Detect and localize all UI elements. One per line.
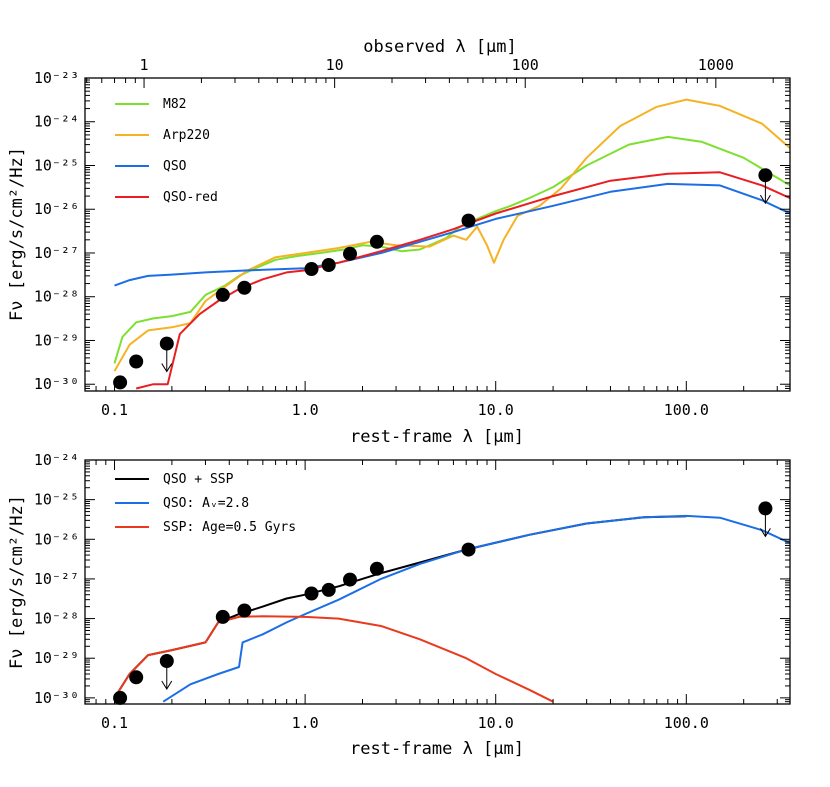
top-data-point bbox=[343, 246, 357, 261]
top-observed-tick-label: 1000 bbox=[698, 56, 734, 74]
top-upper-limit-arrow bbox=[161, 363, 173, 373]
bottom-data-point bbox=[321, 582, 336, 597]
top-data-point bbox=[113, 375, 128, 390]
bottom-xtick-label: 1.0 bbox=[292, 714, 319, 732]
top-ytick-label: 10⁻²⁹ bbox=[34, 331, 79, 349]
bottom-plot-frame bbox=[84, 459, 791, 705]
bottom-series-qso-a-2-8 bbox=[162, 514, 790, 703]
top-legend: M82 Arp220 QSO QSO-red bbox=[115, 97, 218, 205]
top-upper-limit-arrow bbox=[759, 194, 771, 205]
top-data-point bbox=[369, 234, 384, 249]
top-plot-frame bbox=[84, 77, 791, 392]
bottom-data-point bbox=[461, 542, 476, 557]
bottom-series-ssp-age-0-5-gyrs bbox=[113, 615, 554, 703]
bottom-ytick-label: 10⁻²⁷ bbox=[34, 570, 79, 588]
top-series-m82 bbox=[113, 135, 790, 364]
bottom-ytick-label: 10⁻²⁸ bbox=[34, 610, 79, 628]
top-series-qso-red bbox=[135, 171, 790, 390]
bottom-yaxis-label: Fν [erg/s/cm²/Hz] bbox=[7, 495, 27, 669]
top-curves bbox=[113, 98, 790, 390]
top-yaxis-label: Fν [erg/s/cm²/Hz] bbox=[7, 147, 27, 321]
top-data-point bbox=[237, 280, 252, 295]
top-xtick-label: 10.0 bbox=[478, 401, 514, 419]
top-panel: observed λ [μm] 0.1 1.0 10.0 100.0 1 10 100 100… bbox=[7, 37, 791, 447]
top-legend-label: QSO bbox=[163, 159, 187, 174]
bottom-data-point bbox=[369, 561, 384, 576]
bottom-data-point bbox=[129, 670, 144, 685]
top-observed-tick-label: 100 bbox=[512, 56, 539, 74]
top-observed-label: observed λ [μm] bbox=[363, 37, 517, 57]
bottom-legend-label: QSO + SSP bbox=[163, 472, 234, 487]
top-legend-label: M82 bbox=[163, 97, 186, 112]
top-photometry bbox=[113, 168, 773, 390]
bottom-legend: QSO + SSP QSO: Aᵥ=2.8 SSP: Age=0.5 Gyrs bbox=[115, 472, 296, 535]
top-ytick-label: 10⁻³⁰ bbox=[34, 375, 79, 393]
top-ytick-label: 10⁻²⁸ bbox=[34, 288, 79, 306]
top-data-point bbox=[129, 354, 144, 369]
top-legend-label: Arp220 bbox=[163, 128, 210, 143]
top-xtick-label: 1.0 bbox=[292, 401, 319, 419]
bottom-data-point bbox=[237, 603, 252, 618]
bottom-ytick-label: 10⁻²⁶ bbox=[34, 530, 79, 548]
bottom-photometry bbox=[113, 501, 773, 705]
top-series-qso bbox=[114, 182, 790, 287]
top-data-point bbox=[304, 262, 319, 276]
top-ytick-label: 10⁻²⁶ bbox=[34, 200, 79, 218]
top-ytick-label: 10⁻²⁷ bbox=[34, 244, 79, 262]
bottom-ytick-label: 10⁻²⁴ bbox=[34, 451, 79, 469]
top-ytick-label: 10⁻²³ bbox=[34, 69, 79, 87]
top-data-point bbox=[321, 258, 336, 272]
bottom-upper-limit-arrow bbox=[759, 528, 771, 538]
top-data-point bbox=[215, 287, 230, 302]
bottom-xaxis-label: rest-frame λ [μm] bbox=[350, 739, 524, 759]
bottom-ytick-label: 10⁻³⁰ bbox=[34, 689, 79, 707]
bottom-data-point bbox=[758, 501, 773, 516]
top-legend-label: QSO-red bbox=[163, 190, 218, 205]
bottom-panel: 0.1 1.0 10.0 100.0 10⁻³⁰ 10⁻²⁹ 10⁻²⁸ 10⁻²⁷ 10⁻²⁶… bbox=[7, 451, 791, 759]
top-ytick-label: 10⁻²⁴ bbox=[34, 113, 79, 131]
bottom-xtick-label: 10.0 bbox=[478, 714, 514, 732]
top-observed-tick-label: 1 bbox=[140, 56, 149, 74]
bottom-data-point bbox=[159, 654, 174, 668]
bottom-data-point bbox=[113, 690, 128, 705]
top-observed-tick-label: 10 bbox=[326, 56, 344, 74]
bottom-series-qso-ssp bbox=[113, 515, 687, 699]
bottom-xtick-label: 0.1 bbox=[101, 714, 128, 732]
top-data-point bbox=[461, 213, 476, 228]
top-xtick-label: 100.0 bbox=[664, 401, 709, 419]
bottom-upper-limit-arrow bbox=[161, 680, 173, 690]
top-data-point bbox=[758, 168, 773, 183]
bottom-data-point bbox=[215, 609, 230, 624]
top-data-point bbox=[159, 336, 174, 351]
bottom-data-point bbox=[343, 572, 357, 587]
bottom-data-point bbox=[304, 586, 319, 601]
top-xaxis-label: rest-frame λ [μm] bbox=[350, 427, 524, 447]
bottom-legend-label: SSP: Age=0.5 Gyrs bbox=[163, 520, 296, 535]
bottom-ytick-label: 10⁻²⁵ bbox=[34, 491, 79, 509]
top-ytick-label: 10⁻²⁵ bbox=[34, 156, 79, 174]
bottom-xtick-label: 100.0 bbox=[664, 714, 709, 732]
top-series-arp220 bbox=[113, 98, 790, 372]
bottom-curves bbox=[113, 514, 790, 703]
top-xtick-label: 0.1 bbox=[101, 401, 128, 419]
bottom-ytick-label: 10⁻²⁹ bbox=[34, 649, 79, 667]
bottom-legend-label: QSO: Aᵥ=2.8 bbox=[163, 496, 249, 511]
